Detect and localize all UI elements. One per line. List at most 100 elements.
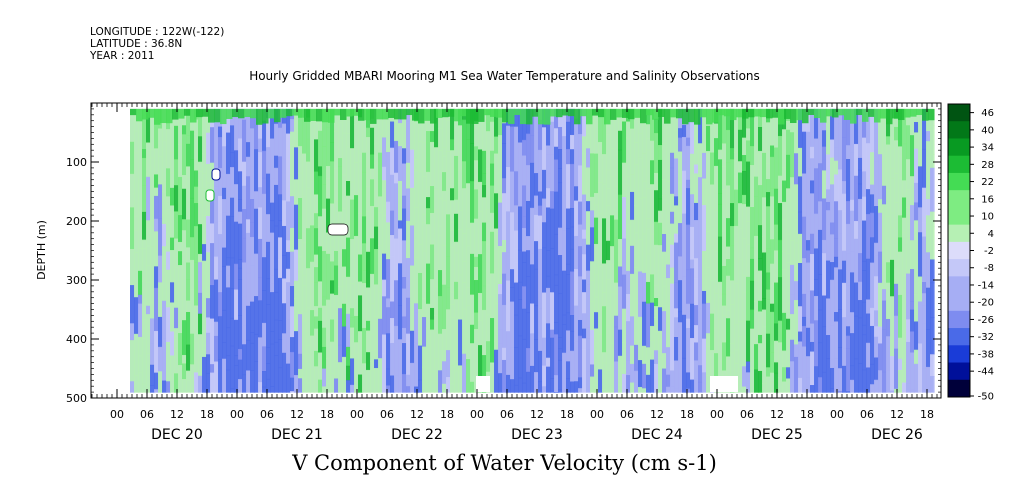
field-cell: [242, 325, 247, 345]
field-surface-cell: [886, 108, 893, 125]
field-cell: [618, 194, 623, 240]
field-surface-cell: [310, 108, 317, 121]
field-cell: [542, 365, 547, 387]
field-cell: [650, 233, 655, 275]
field-cell: [730, 343, 735, 354]
field-cell: [886, 188, 891, 217]
field-cell: [874, 149, 879, 163]
field-cell: [742, 194, 747, 205]
field-cell: [858, 221, 863, 254]
field-cell: [782, 350, 787, 368]
field-cell: [810, 158, 815, 182]
field-cell: [282, 303, 287, 334]
field-cell: [726, 318, 731, 357]
field-cell: [290, 391, 295, 393]
field-cell: [750, 309, 755, 330]
field-cell: [226, 132, 231, 175]
field-cell: [310, 158, 315, 182]
field-cell: [366, 251, 371, 289]
field-cell: [386, 259, 391, 299]
field-cell: [230, 288, 235, 319]
field-surface-cell: [670, 108, 677, 118]
field-cell: [762, 326, 767, 366]
field-cell: [450, 230, 455, 248]
field-cell: [538, 289, 543, 309]
field-surface-cell: [508, 108, 515, 124]
field-cell: [626, 224, 631, 252]
field-cell: [586, 201, 591, 212]
field-cell: [890, 356, 895, 392]
field-cell: [638, 133, 643, 159]
field-cell: [858, 157, 863, 171]
field-cell: [594, 153, 599, 194]
field-surface-cell: [928, 108, 935, 121]
field-cell: [858, 317, 863, 364]
field-cell: [726, 108, 731, 131]
field-cell: [810, 146, 815, 159]
field-cell: [390, 147, 395, 176]
field-cell: [734, 225, 739, 243]
field-cell: [586, 327, 591, 340]
field-cell: [710, 108, 715, 154]
field-cell: [270, 283, 275, 293]
field-cell: [134, 215, 139, 231]
field-cell: [238, 315, 243, 350]
field-cell: [250, 128, 255, 167]
field-cell: [246, 142, 251, 158]
field-cell: [866, 367, 871, 393]
field-cell: [814, 295, 819, 321]
field-cell: [170, 250, 175, 283]
field-cell: [638, 271, 643, 318]
field-cell: [342, 249, 347, 268]
field-cell: [858, 119, 863, 159]
field-cell: [670, 370, 675, 387]
field-cell: [786, 318, 791, 331]
field-cell: [566, 164, 571, 210]
field-cell: [926, 287, 931, 330]
field-surface-cell: [514, 108, 521, 115]
field-cell: [266, 117, 271, 148]
field-cell: [182, 253, 187, 295]
field-cell: [330, 280, 335, 295]
field-cell: [618, 238, 623, 268]
field-cell: [866, 143, 871, 190]
field-cell: [430, 329, 435, 372]
field-cell: [846, 159, 851, 202]
field-cell: [558, 359, 563, 391]
field-cell: [778, 135, 783, 177]
field-cell: [542, 337, 547, 367]
field-cell: [690, 194, 695, 228]
field-cell: [662, 264, 667, 277]
field-cell: [730, 159, 735, 204]
field-cell: [582, 136, 587, 155]
field-cell: [298, 198, 303, 240]
field-cell: [774, 340, 779, 363]
field-cell: [194, 170, 199, 188]
field-cell: [842, 260, 847, 284]
field-cell: [774, 224, 779, 251]
field-cell: [498, 108, 503, 136]
field-cell: [674, 196, 679, 206]
field-cell: [646, 188, 651, 219]
field-cell: [746, 161, 751, 208]
field-surface-cell: [826, 108, 833, 117]
field-cell: [254, 191, 259, 210]
x-tick-label: 06: [260, 408, 274, 421]
field-cell: [574, 269, 579, 307]
field-cell: [362, 283, 367, 329]
y-tick-label: 200: [66, 215, 87, 228]
field-cell: [406, 162, 411, 190]
field-cell: [454, 370, 459, 393]
field-cell: [778, 175, 783, 204]
field-cell: [706, 231, 711, 268]
field-cell: [874, 357, 879, 381]
field-cell: [278, 127, 283, 158]
field-cell: [790, 240, 795, 266]
field-cell: [254, 208, 259, 255]
field-cell: [402, 195, 407, 210]
field-cell: [442, 172, 447, 192]
field-cell: [662, 353, 667, 370]
field-cell: [250, 199, 255, 223]
colorbar-label: 10: [981, 212, 994, 223]
field-cell: [830, 388, 835, 393]
